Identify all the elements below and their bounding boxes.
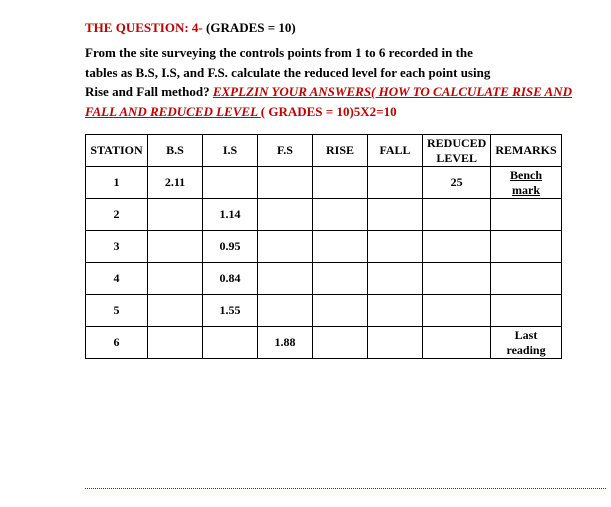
question-header: THE QUESTION: 4- (GRADES = 10): [85, 20, 611, 36]
table-body: 12.1125Bench mark21.1430.9540.8451.5561.…: [86, 167, 562, 359]
cell-fall: [368, 199, 423, 231]
cell-remarks: [491, 263, 561, 295]
cell-fs: [258, 231, 313, 263]
cell-rise: [313, 295, 368, 327]
cell-rise: [313, 263, 368, 295]
th-station: STATION: [86, 135, 148, 167]
cell-station: 4: [86, 263, 148, 295]
cell-fs: [258, 295, 313, 327]
table-row: 40.84: [86, 263, 562, 295]
cell-rl: [423, 327, 491, 359]
survey-table: STATION B.S I.S F.S RISE FALL REDUCED LE…: [85, 134, 562, 359]
cell-rl: [423, 199, 491, 231]
cell-rl: [423, 295, 491, 327]
cell-rise: [313, 167, 368, 199]
cell-remarks: Last reading: [491, 327, 561, 359]
cell-bs: [148, 199, 203, 231]
cell-station: 2: [86, 199, 148, 231]
cell-is: [203, 327, 258, 359]
dotted-separator: [85, 488, 606, 489]
cell-station: 6: [86, 327, 148, 359]
table-row: 6 1.88 Last reading: [86, 327, 562, 359]
cell-is: 1.55: [203, 295, 258, 327]
table-row: 30.95: [86, 231, 562, 263]
cell-station: 5: [86, 295, 148, 327]
th-remarks: REMARKS: [491, 135, 561, 167]
body-line-1: From the site surveying the controls poi…: [85, 44, 585, 62]
table-row: 21.14: [86, 199, 562, 231]
cell-rl: [423, 231, 491, 263]
cell-bs: 2.11: [148, 167, 203, 199]
th-rise: RISE: [313, 135, 368, 167]
th-fall: FALL: [368, 135, 423, 167]
th-bs: B.S: [148, 135, 203, 167]
table-row: 51.55: [86, 295, 562, 327]
cell-rise: [313, 231, 368, 263]
cell-fall: [368, 231, 423, 263]
body-line-4a: FALL AND REDUCED LEVEL: [85, 104, 261, 119]
cell-rise: [313, 327, 368, 359]
grades-label: (GRADES = 10): [203, 20, 296, 35]
cell-fall: [368, 167, 423, 199]
body-line-3: Rise and Fall method? EXPLZIN YOUR ANSWE…: [85, 83, 585, 101]
cell-is: 1.14: [203, 199, 258, 231]
cell-bs: [148, 263, 203, 295]
cell-remarks: [491, 199, 561, 231]
question-prefix: THE QUESTION: 4-: [85, 20, 203, 35]
body-line-2: tables as B.S, I.S, and F.S. calculate t…: [85, 64, 585, 82]
cell-fs: [258, 263, 313, 295]
cell-is: [203, 167, 258, 199]
cell-is: 0.95: [203, 231, 258, 263]
header-row: STATION B.S I.S F.S RISE FALL REDUCED LE…: [86, 135, 562, 167]
cell-bs: [148, 295, 203, 327]
cell-fall: [368, 295, 423, 327]
table-row: 12.11 25Bench mark: [86, 167, 562, 199]
cell-remarks: [491, 231, 561, 263]
cell-bs: [148, 327, 203, 359]
cell-rl: [423, 263, 491, 295]
cell-rise: [313, 199, 368, 231]
cell-remarks: Bench mark: [491, 167, 561, 199]
cell-is: 0.84: [203, 263, 258, 295]
cell-remarks: [491, 295, 561, 327]
cell-station: 3: [86, 231, 148, 263]
cell-fs: [258, 199, 313, 231]
th-fs: F.S: [258, 135, 313, 167]
table-header: STATION B.S I.S F.S RISE FALL REDUCED LE…: [86, 135, 562, 167]
cell-bs: [148, 231, 203, 263]
cell-station: 1: [86, 167, 148, 199]
cell-fs: 1.88: [258, 327, 313, 359]
th-is: I.S: [203, 135, 258, 167]
cell-fall: [368, 327, 423, 359]
body-line-4b: ( GRADES = 10)5X2=10: [261, 104, 397, 119]
body-line-3b: EXPLZIN YOUR ANSWERS( HOW TO CALCULATE R…: [213, 84, 572, 99]
cell-rl: 25: [423, 167, 491, 199]
body-line-3a: Rise and Fall method?: [85, 84, 213, 99]
cell-fall: [368, 263, 423, 295]
th-rl: REDUCED LEVEL: [423, 135, 491, 167]
cell-fs: [258, 167, 313, 199]
body-line-4: FALL AND REDUCED LEVEL ( GRADES = 10)5X2…: [85, 103, 585, 121]
